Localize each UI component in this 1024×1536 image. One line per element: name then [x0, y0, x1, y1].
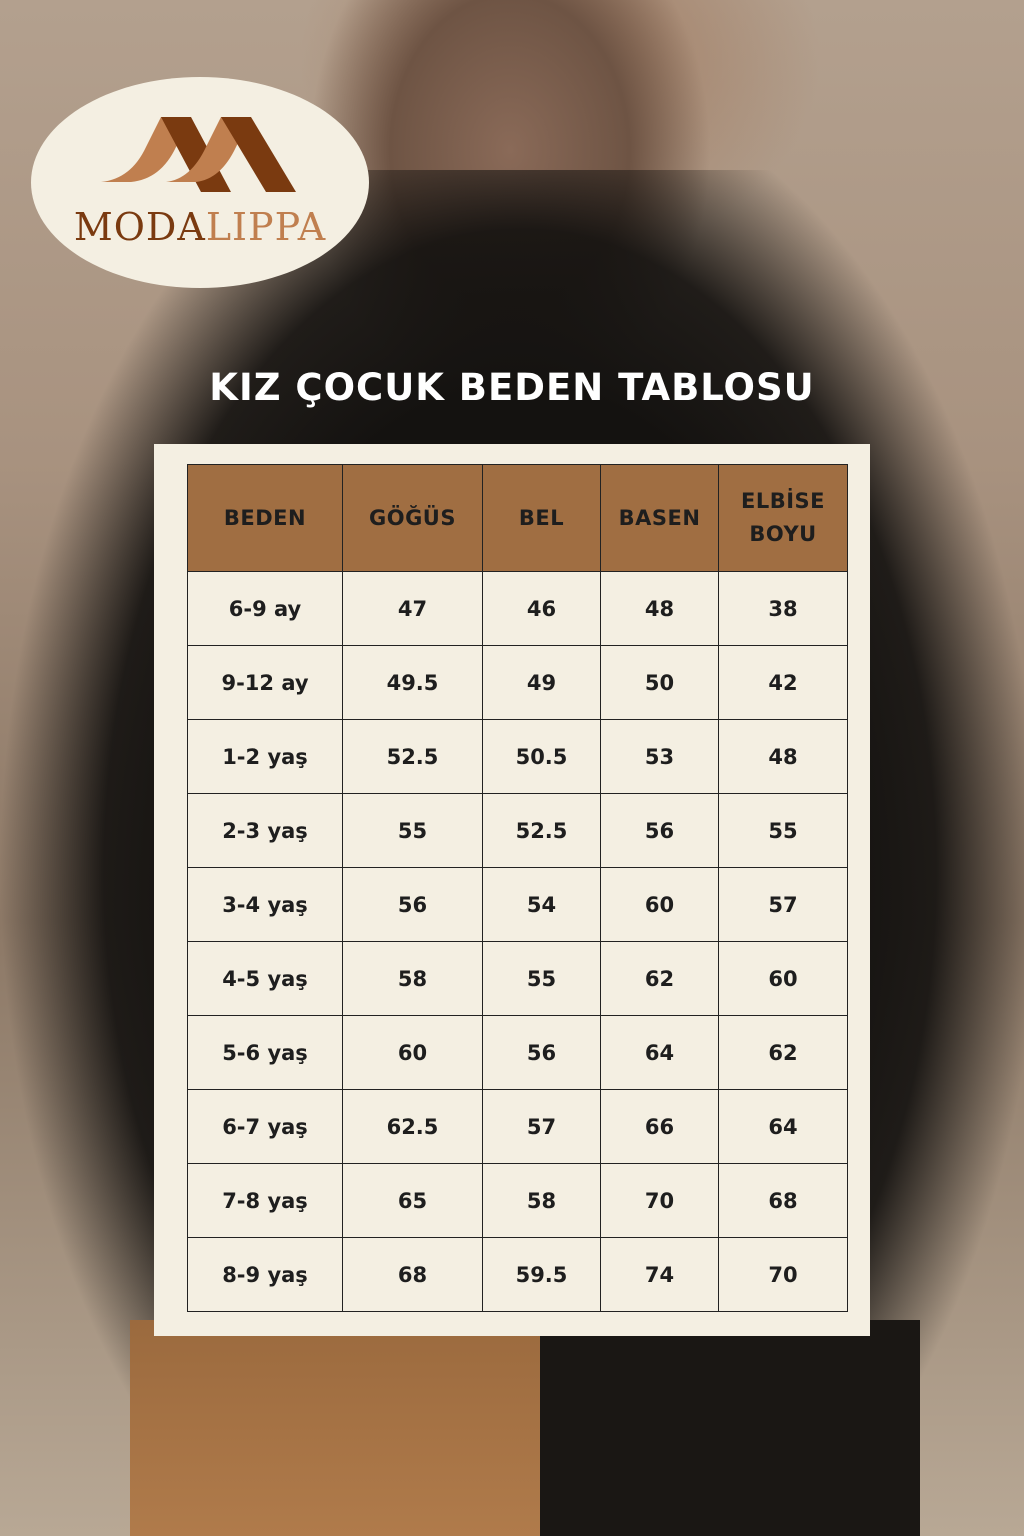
table-cell: 56: [482, 1015, 601, 1090]
brand-name: MODALIPPA: [73, 205, 327, 249]
table-row: 1-2 yaş 52.5 50.5 53 48: [187, 719, 849, 794]
table-cell: 55: [482, 941, 601, 1016]
table-cell: 53: [600, 719, 719, 794]
table-cell: 6-7 yaş: [187, 1089, 343, 1164]
table-cell: 9-12 ay: [187, 645, 343, 720]
table-cell: 68: [342, 1237, 483, 1312]
table-cell: 62.5: [342, 1089, 483, 1164]
table-cell: 58: [482, 1163, 601, 1238]
brand-logo: MODALIPPA: [31, 77, 369, 288]
table-cell: 60: [717, 941, 849, 1016]
table-cell: 4-5 yaş: [187, 941, 343, 1016]
table-cell: 65: [342, 1163, 483, 1238]
table-row: 8-9 yaş 68 59.5 74 70: [187, 1237, 849, 1312]
table-row: 6-9 ay 47 46 48 38: [187, 571, 849, 646]
size-table: BEDEN GÖĞÜS BEL BASEN ELBİSE BOYU 6-9 ay 47 46…: [187, 464, 849, 1312]
table-cell: 52.5: [482, 793, 601, 868]
table-cell: 74: [600, 1237, 719, 1312]
table-row: 6-7 yaş 62.5 57 66 64: [187, 1089, 849, 1164]
table-cell: 64: [600, 1015, 719, 1090]
table-cell: 38: [717, 571, 849, 646]
table-row: 7-8 yaş 65 58 70 68: [187, 1163, 849, 1238]
table-cell: 55: [342, 793, 483, 868]
column-header: ELBİSE BOYU: [717, 464, 849, 572]
table-row: 2-3 yaş 55 52.5 56 55: [187, 793, 849, 868]
table-cell: 60: [600, 867, 719, 942]
size-chart-panel: BEDEN GÖĞÜS BEL BASEN ELBİSE BOYU 6-9 ay 47 46…: [154, 444, 870, 1336]
table-cell: 1-2 yaş: [187, 719, 343, 794]
table-cell: 2-3 yaş: [187, 793, 343, 868]
table-row: 4-5 yaş 58 55 62 60: [187, 941, 849, 1016]
column-header: BASEN: [600, 464, 719, 572]
column-header: GÖĞÜS: [342, 464, 483, 572]
table-cell: 5-6 yaş: [187, 1015, 343, 1090]
table-cell: 66: [600, 1089, 719, 1164]
table-cell: 52.5: [342, 719, 483, 794]
table-cell: 6-9 ay: [187, 571, 343, 646]
table-cell: 56: [600, 793, 719, 868]
table-cell: 48: [600, 571, 719, 646]
table-cell: 59.5: [482, 1237, 601, 1312]
table-cell: 62: [717, 1015, 849, 1090]
table-cell: 7-8 yaş: [187, 1163, 343, 1238]
table-cell: 47: [342, 571, 483, 646]
table-cell: 50: [600, 645, 719, 720]
table-cell: 62: [600, 941, 719, 1016]
table-cell: 3-4 yaş: [187, 867, 343, 942]
table-cell: 55: [717, 793, 849, 868]
table-header-row: BEDEN GÖĞÜS BEL BASEN ELBİSE BOYU: [187, 464, 849, 572]
table-cell: 70: [717, 1237, 849, 1312]
table-cell: 49.5: [342, 645, 483, 720]
table-cell: 64: [717, 1089, 849, 1164]
table-cell: 49: [482, 645, 601, 720]
table-row: 3-4 yaş 56 54 60 57: [187, 867, 849, 942]
table-cell: 8-9 yaş: [187, 1237, 343, 1312]
table-cell: 42: [717, 645, 849, 720]
table-cell: 70: [600, 1163, 719, 1238]
table-cell: 56: [342, 867, 483, 942]
table-cell: 58: [342, 941, 483, 1016]
table-cell: 60: [342, 1015, 483, 1090]
column-header: BEL: [482, 464, 601, 572]
table-cell: 54: [482, 867, 601, 942]
background-photo-shirt-hem: [540, 1320, 920, 1536]
table-cell: 46: [482, 571, 601, 646]
background-photo-pants: [130, 1320, 570, 1536]
logo-mark-icon: [101, 117, 296, 192]
table-cell: 68: [717, 1163, 849, 1238]
table-row: 9-12 ay 49.5 49 50 42: [187, 645, 849, 720]
page-title: KIZ ÇOCUK BEDEN TABLOSU: [209, 366, 815, 409]
column-header: BEDEN: [187, 464, 343, 572]
table-cell: 57: [717, 867, 849, 942]
table-cell: 57: [482, 1089, 601, 1164]
table-row: 5-6 yaş 60 56 64 62: [187, 1015, 849, 1090]
table-cell: 48: [717, 719, 849, 794]
table-cell: 50.5: [482, 719, 601, 794]
